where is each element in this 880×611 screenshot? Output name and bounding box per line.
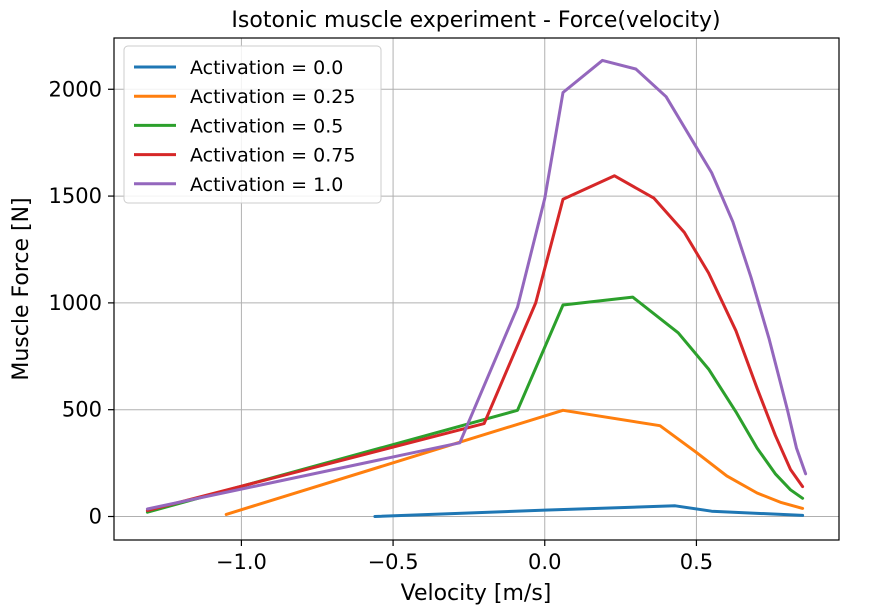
- x-tick-label: 0.5: [680, 550, 713, 574]
- y-axis-ticks: 0 500 1000 1500 2000: [49, 77, 114, 529]
- legend-frame: [123, 45, 382, 204]
- y-axis-label: Muscle Force [N]: [9, 197, 34, 380]
- y-tick-label: 1500: [49, 184, 102, 208]
- series-line-3: [145, 174, 805, 512]
- legend-label-1: Activation = 0.25: [190, 86, 355, 108]
- legend-label-2: Activation = 0.5: [190, 115, 343, 137]
- legend-label-4: Activation = 1.0: [190, 174, 343, 196]
- x-tick-label: 0.0: [528, 550, 561, 574]
- legend: Activation = 0.0 Activation = 0.25 Activat…: [123, 45, 382, 204]
- chart-title: Isotonic muscle experiment - Force(veloc…: [231, 8, 720, 33]
- y-tick-label: 1000: [49, 291, 102, 315]
- series-line-4: [145, 58, 808, 511]
- x-axis-label: Velocity [m/s]: [401, 581, 552, 606]
- series-line-2: [145, 295, 805, 514]
- legend-label-3: Activation = 0.75: [190, 145, 355, 167]
- series-line-0: [373, 504, 805, 518]
- legend-label-0: Activation = 0.0: [190, 57, 343, 79]
- x-axis-ticks: −1.0 −0.5 0.0 0.5: [216, 540, 713, 574]
- x-tick-label: −1.0: [216, 550, 267, 574]
- plot-frame: [113, 37, 840, 541]
- series-line-1: [224, 408, 805, 516]
- y-tick-label: 500: [62, 398, 102, 422]
- plot-series: [145, 58, 808, 518]
- x-tick-label: −0.5: [368, 550, 419, 574]
- grid: [114, 38, 839, 540]
- y-tick-label: 2000: [49, 77, 102, 101]
- y-tick-label: 0: [89, 505, 102, 529]
